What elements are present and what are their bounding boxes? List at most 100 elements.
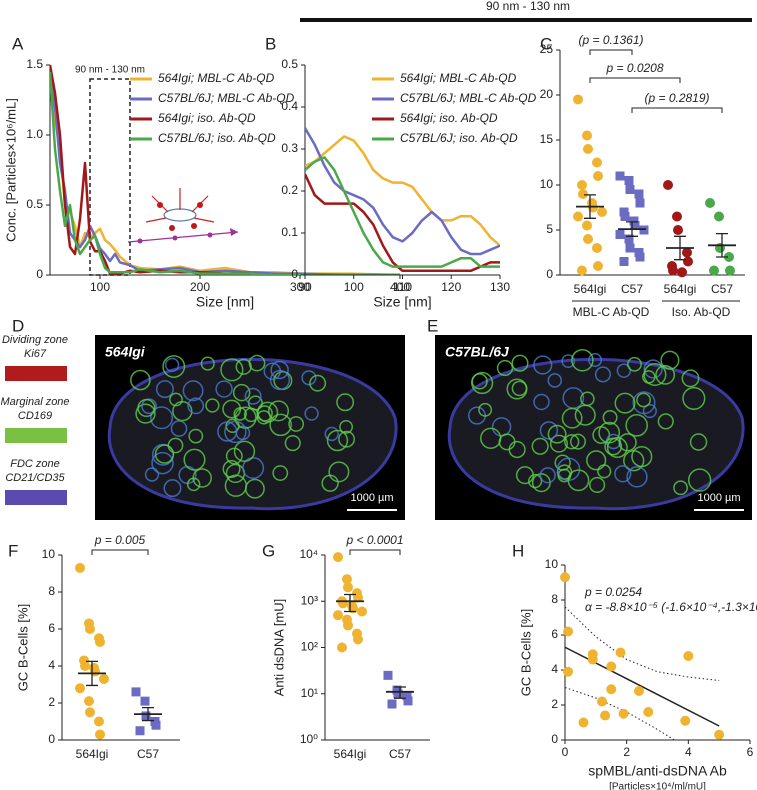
data-point [587,654,598,665]
follicle [586,450,607,471]
follicle [188,428,204,444]
illus-dot [207,232,213,238]
y-tick-label: 1.0 [26,127,43,141]
significance-bracket [589,77,681,83]
y-tick-label: 10 [540,177,554,191]
y-tick-label: 0 [36,267,43,281]
group-label: Iso. Ab-QD [672,305,731,319]
panel-letter: C [540,34,552,53]
illus-dot [191,223,197,229]
follicle [163,479,182,498]
legend-swatch [5,428,67,443]
data-point [383,670,393,680]
follicle [533,393,550,411]
follicle [539,421,559,440]
series-line [50,78,400,275]
follicle [182,380,204,402]
x-tick-label: 300 [290,280,310,294]
follicle [269,413,292,437]
follicle [164,357,180,373]
follicle [631,446,653,468]
significance-bracket [631,107,723,113]
follicle [130,369,151,391]
legend-label: 564Igi; MBL-C Ab-QD [400,71,517,85]
y-tick-label: 6 [551,627,558,641]
follicle [496,359,514,377]
y-tick-label: 6 [48,621,55,635]
follicle [687,468,712,492]
data-point [573,211,583,222]
follicle [187,397,205,415]
data-point [151,720,161,730]
follicle [682,386,706,411]
follicle [141,398,158,415]
error-bar [626,221,638,237]
follicle [232,383,251,402]
data-point [597,696,607,707]
x-tick-label: 400 [390,280,410,294]
data-point [592,157,602,168]
data-point [705,198,715,208]
follicle [339,419,354,434]
data-point [606,684,617,695]
significance-bracket [589,49,633,55]
y-tick-label: 2 [48,695,55,709]
data-point [338,598,348,609]
data-point [95,729,105,740]
follicle [215,380,233,398]
data-point [578,189,588,199]
particle-illustration [127,188,239,244]
x-axis-label: spMBL/anti-dsDNA Ab [588,763,727,779]
data-point [582,130,592,141]
p-value: p = 0.005 [94,533,146,547]
legend-label: 564Igi; iso. Ab-QD [158,111,256,125]
x-tick-label: 0 [562,745,569,759]
follicle [338,430,355,448]
follicle [328,461,350,483]
x-tick-label: 120 [441,280,461,294]
data-point [606,661,617,672]
follicle [233,440,256,463]
x-tick-label: 4 [685,745,692,759]
follicle [618,433,637,452]
x-axis-unit: [Particles×10⁴/ml/mU] [609,782,706,790]
follicle [242,457,265,479]
panel-letter: E [427,316,438,335]
x-tick-label: 100 [90,280,110,294]
y-tick-label: 0.4 [281,99,298,113]
data-point [634,686,644,696]
follicle [471,373,488,390]
data-point [353,634,363,645]
follicle [614,465,632,483]
group-label: MBL-C Ab-QD [573,305,650,319]
follicle [192,468,212,488]
follicle [336,393,355,412]
data-point [615,230,625,239]
p-value: (p = 0.2819) [644,91,709,105]
y-tick-label: 10¹ [301,686,318,700]
follicle [155,380,174,399]
legend-marker: CD21/CD35 [5,472,65,484]
y-axis-label: GC B-Cells [%] [15,604,30,691]
follicle [549,434,568,453]
follicle [580,391,595,407]
y-tick-label: 10⁴ [299,547,318,561]
follicle [224,420,247,444]
data-point [620,212,630,221]
follicle [547,373,563,388]
data-point [583,144,593,154]
follicle [321,474,339,492]
x-axis-label: Size [nm] [196,294,254,310]
follicle [614,392,636,414]
legend-label: 564Igi; MBL-C Ab-QD [158,71,275,85]
data-point [682,247,692,258]
follicle [309,374,327,392]
follicle [539,467,556,484]
data-point [342,574,352,585]
data-point [75,562,85,573]
data-point [625,243,635,253]
p-value: p < 0.0001 [345,533,403,547]
follicle [657,413,674,430]
follicle [324,426,339,442]
follicle [569,433,587,450]
